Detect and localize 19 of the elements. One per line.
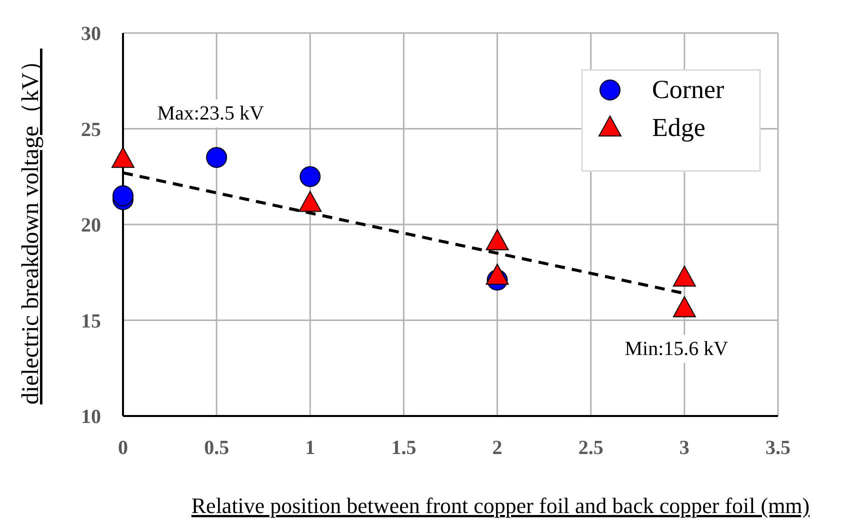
y-axis-title: dielectric breakdown voltage（kV） xyxy=(18,48,44,404)
x-tick-label: 0 xyxy=(118,437,128,459)
annotation: Min:15.6 kV xyxy=(624,338,729,360)
x-tick-label: 0.5 xyxy=(204,437,230,459)
legend-label: Corner xyxy=(652,75,725,104)
y-tick-label: 20 xyxy=(81,214,101,236)
x-tick-label: 3.5 xyxy=(766,437,790,459)
x-axis-title: Relative position between front copper foil and back copper foil (mm) xyxy=(191,493,810,518)
x-tick-label: 3 xyxy=(679,437,690,459)
x-tick-label: 1.5 xyxy=(391,437,416,459)
y-tick-label: 30 xyxy=(81,23,101,45)
x-tick-label: 2.5 xyxy=(578,437,604,459)
legend-label: Edge xyxy=(652,113,706,142)
x-tick-label: 1 xyxy=(305,437,316,459)
y-tick-label: 25 xyxy=(81,118,101,141)
x-tick-label: 2 xyxy=(492,437,502,459)
y-tick-label: 15 xyxy=(81,310,101,332)
y-tick-label: 10 xyxy=(81,406,101,428)
annotation: Max:23.5 kV xyxy=(157,102,264,124)
